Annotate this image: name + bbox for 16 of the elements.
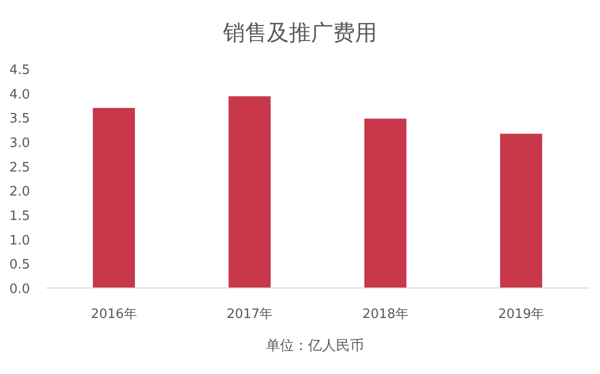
y-tick-label: 2.0 — [9, 184, 30, 200]
y-tick-label: 1.5 — [9, 209, 30, 224]
y-tick-label: 4.5 — [9, 63, 30, 78]
x-tick-label: 2018年 — [362, 307, 408, 322]
x-tick-label: 2019年 — [498, 307, 544, 322]
text: 单位：亿人民币 — [266, 338, 364, 354]
y-tick-label: 0.0 — [9, 282, 30, 297]
title: 销售及推广费用 — [223, 21, 377, 46]
y-tick-label: 4.0 — [9, 87, 30, 102]
x-tick-label: 2017年 — [226, 307, 273, 322]
y-tick-label: 2.5 — [9, 160, 30, 176]
x-tick-label: 2016年 — [90, 307, 137, 322]
y-tick-label: 1.0 — [9, 233, 30, 248]
y-tick-label: 3.5 — [9, 112, 30, 127]
y-tick-label: 0.5 — [9, 258, 30, 273]
y-tick-label: 3.0 — [9, 136, 30, 151]
